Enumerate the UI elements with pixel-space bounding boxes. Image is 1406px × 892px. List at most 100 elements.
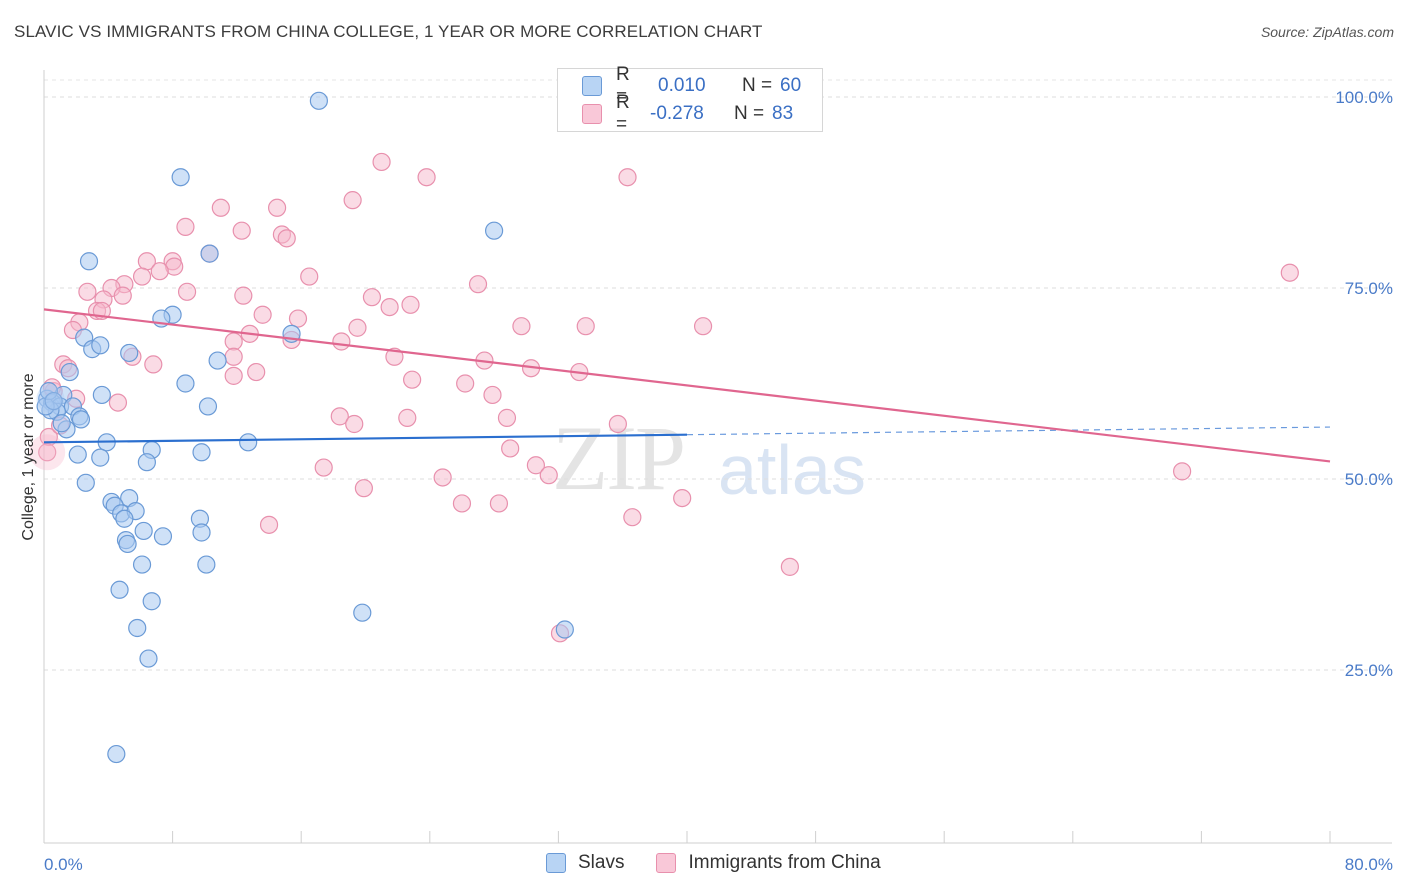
china-point <box>288 309 308 328</box>
china-point <box>78 282 97 301</box>
series-slavs <box>36 91 574 764</box>
chart-title: SLAVIC VS IMMIGRANTS FROM CHINA COLLEGE,… <box>14 22 763 41</box>
china-point <box>417 168 436 187</box>
china-point <box>345 414 364 434</box>
correlation-legend: R = 0.010 N = 60 R = -0.278 N = 83 <box>557 64 823 135</box>
slavs-point <box>44 391 63 411</box>
slavs-point <box>192 443 211 462</box>
n-label: N = <box>734 103 765 124</box>
china-point <box>576 317 595 336</box>
slavs-point <box>153 527 173 546</box>
slavs-point <box>68 445 87 464</box>
slavs-point <box>197 555 216 574</box>
china-point <box>401 295 420 314</box>
source-label: Source: ZipAtlas.com <box>1260 24 1394 40</box>
china-point <box>380 298 399 317</box>
china-point <box>693 317 713 336</box>
slavs-point <box>134 521 153 541</box>
slavs-point <box>92 385 111 405</box>
china-point <box>314 458 333 477</box>
slavs-point <box>200 244 219 263</box>
china-point <box>452 494 472 513</box>
bottom-legend: Slavs Immigrants from China <box>546 852 913 874</box>
r-label: R = <box>616 64 630 107</box>
china-point <box>224 332 243 351</box>
legend-row-slavs: R = 0.010 N = 60 <box>582 64 802 107</box>
china-point <box>673 489 692 508</box>
slavs-point <box>76 473 95 492</box>
slavs-cluster <box>36 384 65 413</box>
slavs-point <box>309 91 328 110</box>
china-point <box>398 408 417 427</box>
china-point <box>348 318 367 337</box>
slavs-point <box>107 744 126 764</box>
slavs-point <box>91 448 110 467</box>
china-point <box>224 347 243 366</box>
slavs-point <box>52 414 71 433</box>
slavs-point <box>110 580 129 599</box>
slavs-point <box>115 509 134 528</box>
slavs-point <box>176 374 195 393</box>
y-tick-label: 100.0% <box>1335 88 1393 107</box>
slavs-point <box>239 433 258 452</box>
china-point <box>433 468 452 487</box>
slavs-point <box>132 555 152 574</box>
china-point <box>259 515 279 534</box>
china-point <box>232 221 251 240</box>
slavs-trend-line <box>43 433 688 444</box>
axes <box>43 70 1392 844</box>
china-point <box>539 466 558 485</box>
slavs-point <box>192 523 211 542</box>
slavs-point <box>120 343 139 363</box>
r-label: R = <box>616 92 630 135</box>
china-point <box>403 370 422 389</box>
china-point <box>456 374 475 393</box>
grid-lines <box>44 79 1392 671</box>
china-point <box>177 282 197 301</box>
y-tick-label: 75.0% <box>1345 279 1393 298</box>
china-trend-line <box>43 308 1331 463</box>
slavs-point <box>485 221 504 240</box>
china-point <box>385 347 404 366</box>
n-label: N = <box>742 75 773 96</box>
china-point <box>38 443 57 462</box>
china-swatch <box>656 853 677 873</box>
china-point <box>354 479 373 498</box>
slavs-point <box>71 410 91 429</box>
china-swatch <box>582 104 602 124</box>
china-point <box>362 288 382 307</box>
china-point <box>512 317 531 336</box>
r-value: -0.278 <box>650 103 704 124</box>
axis-labels: 25.0% 50.0% 75.0% 100.0% 0.0% 80.0% College, 1… <box>20 88 1393 874</box>
slavs-point <box>60 362 79 382</box>
series-immigrants-from-china <box>29 152 1299 643</box>
china-point <box>267 198 287 217</box>
legend-label-china: Immigrants from China <box>688 852 881 873</box>
slavs-point <box>79 252 99 271</box>
china-point <box>144 355 163 374</box>
slavs-trend-extension <box>686 426 1331 436</box>
n-value: 60 <box>780 75 802 96</box>
china-point <box>176 217 195 236</box>
y-tick-label: 25.0% <box>1345 661 1393 680</box>
slavs-point <box>208 351 227 370</box>
china-point <box>332 332 351 351</box>
slavs-point <box>137 453 156 472</box>
china-point <box>247 362 266 382</box>
trend-lines <box>43 308 1331 463</box>
china-point <box>108 393 128 412</box>
slavs-point <box>91 336 110 355</box>
china-point <box>277 229 296 248</box>
slavs-point <box>142 592 161 611</box>
slavs-point <box>198 397 218 416</box>
r-value: 0.010 <box>658 75 706 96</box>
china-point <box>1280 263 1299 282</box>
legend-item-china: Immigrants from China <box>656 852 881 874</box>
china-point <box>132 267 152 286</box>
y-axis-label: College, 1 year or more <box>20 373 37 540</box>
china-point <box>330 407 349 426</box>
china-point <box>343 191 362 210</box>
slavs-point <box>353 603 372 622</box>
china-point <box>623 508 642 527</box>
